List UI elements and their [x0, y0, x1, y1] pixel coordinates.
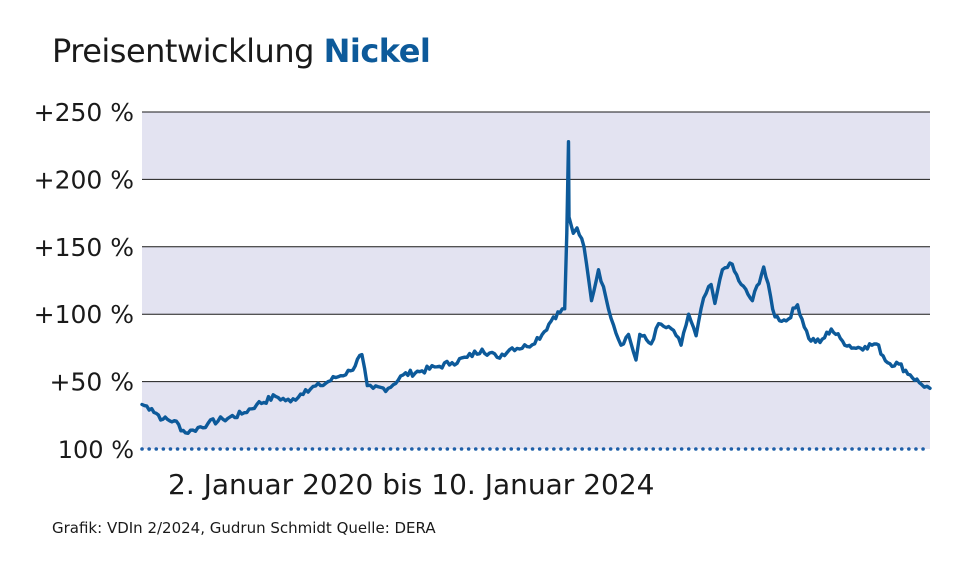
background-band — [142, 381, 930, 449]
title-accent: Nickel — [323, 32, 431, 70]
source-credit: Grafik: VDIn 2/2024, Gudrun Schmidt Quel… — [52, 519, 436, 537]
date-range-label: 2. Januar 2020 bis 10. Januar 2024 — [168, 468, 655, 501]
y-tick-label: +50 % — [50, 368, 134, 397]
nickel-price-line — [140, 139, 932, 435]
y-tick-label: +200 % — [34, 165, 134, 194]
title-main: Preisentwicklung — [52, 32, 314, 70]
background-band — [142, 112, 930, 180]
y-tick-label: +100 % — [34, 300, 134, 329]
y-tick-label: +250 % — [34, 98, 134, 127]
y-tick-label: 100 % — [58, 436, 134, 464]
chart-title: Preisentwicklung Nickel — [52, 32, 431, 70]
y-axis-tick-labels: 100 % +50 % +100 % +150 % +200 % +250 % — [34, 98, 134, 464]
background-band — [142, 246, 930, 315]
y-tick-label: +150 % — [34, 233, 134, 262]
background-bands — [142, 112, 930, 449]
